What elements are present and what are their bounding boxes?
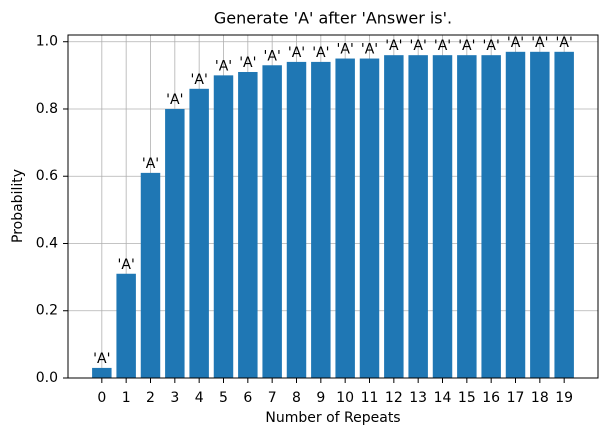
- bar: [92, 367, 112, 378]
- bar: [481, 55, 501, 378]
- bar-label: 'A': [556, 35, 573, 51]
- y-tick-label: 1.0: [36, 34, 58, 50]
- x-tick-label: 7: [268, 390, 277, 406]
- x-tick-label: 12: [385, 390, 403, 406]
- bar: [213, 75, 234, 379]
- bar-label: 'A': [166, 92, 183, 108]
- bar-label: 'A': [239, 55, 256, 71]
- bar: [286, 61, 307, 378]
- bar: [165, 108, 185, 378]
- y-tick-label: 0.2: [36, 303, 58, 319]
- x-tick-label: 11: [361, 390, 379, 406]
- bar: [359, 58, 380, 378]
- bar-label: 'A': [337, 42, 354, 58]
- y-tick-label: 0.8: [36, 101, 58, 117]
- chart-title: Generate 'A' after 'Answer is'.: [214, 9, 452, 28]
- x-tick-label: 14: [434, 390, 452, 406]
- bar-label: 'A': [483, 38, 500, 54]
- bar: [408, 55, 428, 378]
- y-axis-label: Probability: [10, 169, 26, 243]
- bar-label: 'A': [361, 42, 378, 58]
- bar: [530, 51, 550, 379]
- bar-label: 'A': [410, 38, 427, 54]
- x-tick-label: 0: [97, 390, 106, 406]
- bar: [262, 65, 282, 378]
- y-tick-label: 0.4: [36, 235, 58, 251]
- y-tick-label: 0.6: [36, 168, 58, 184]
- bar-label: 'A': [118, 257, 135, 273]
- bar: [189, 88, 209, 378]
- bar-label: 'A': [507, 35, 524, 51]
- bar-label: 'A': [312, 45, 329, 61]
- plot-frame: [67, 34, 599, 379]
- x-tick-label: 2: [146, 390, 155, 406]
- bar-label: 'A': [215, 58, 232, 74]
- bar: [140, 172, 161, 378]
- bar-label: 'A': [191, 72, 208, 88]
- bar: [335, 58, 355, 378]
- x-tick-label: 15: [458, 390, 476, 406]
- bar: [505, 51, 526, 379]
- x-tick-label: 9: [316, 390, 325, 406]
- x-tick-label: 10: [336, 390, 354, 406]
- bar: [457, 55, 477, 378]
- bar-label: 'A': [458, 38, 475, 54]
- bar: [116, 273, 136, 378]
- y-tick-label: 0.0: [36, 370, 58, 386]
- bar: [384, 55, 404, 378]
- x-tick-label: 3: [170, 390, 179, 406]
- bar-label: 'A': [531, 35, 548, 51]
- bar: [432, 55, 453, 378]
- x-axis-label: Number of Repeats: [265, 410, 400, 426]
- bar-label: 'A': [93, 351, 110, 367]
- x-tick-label: 6: [243, 390, 252, 406]
- x-tick-label: 1: [122, 390, 131, 406]
- x-tick-label: 16: [482, 390, 500, 406]
- bar-label: 'A': [385, 38, 402, 54]
- x-tick-label: 17: [507, 390, 525, 406]
- bar-label: 'A': [142, 156, 159, 172]
- x-tick-label: 19: [555, 390, 573, 406]
- x-tick-label: 13: [409, 390, 427, 406]
- x-tick-label: 4: [195, 390, 204, 406]
- bar-label: 'A': [264, 48, 281, 64]
- bar: [554, 51, 574, 379]
- bar: [238, 71, 258, 378]
- x-tick-label: 5: [219, 390, 228, 406]
- x-tick-label: 18: [531, 390, 549, 406]
- x-tick-label: 8: [292, 390, 301, 406]
- bar-label: 'A': [434, 38, 451, 54]
- bar: [311, 61, 331, 378]
- bar-label: 'A': [288, 45, 305, 61]
